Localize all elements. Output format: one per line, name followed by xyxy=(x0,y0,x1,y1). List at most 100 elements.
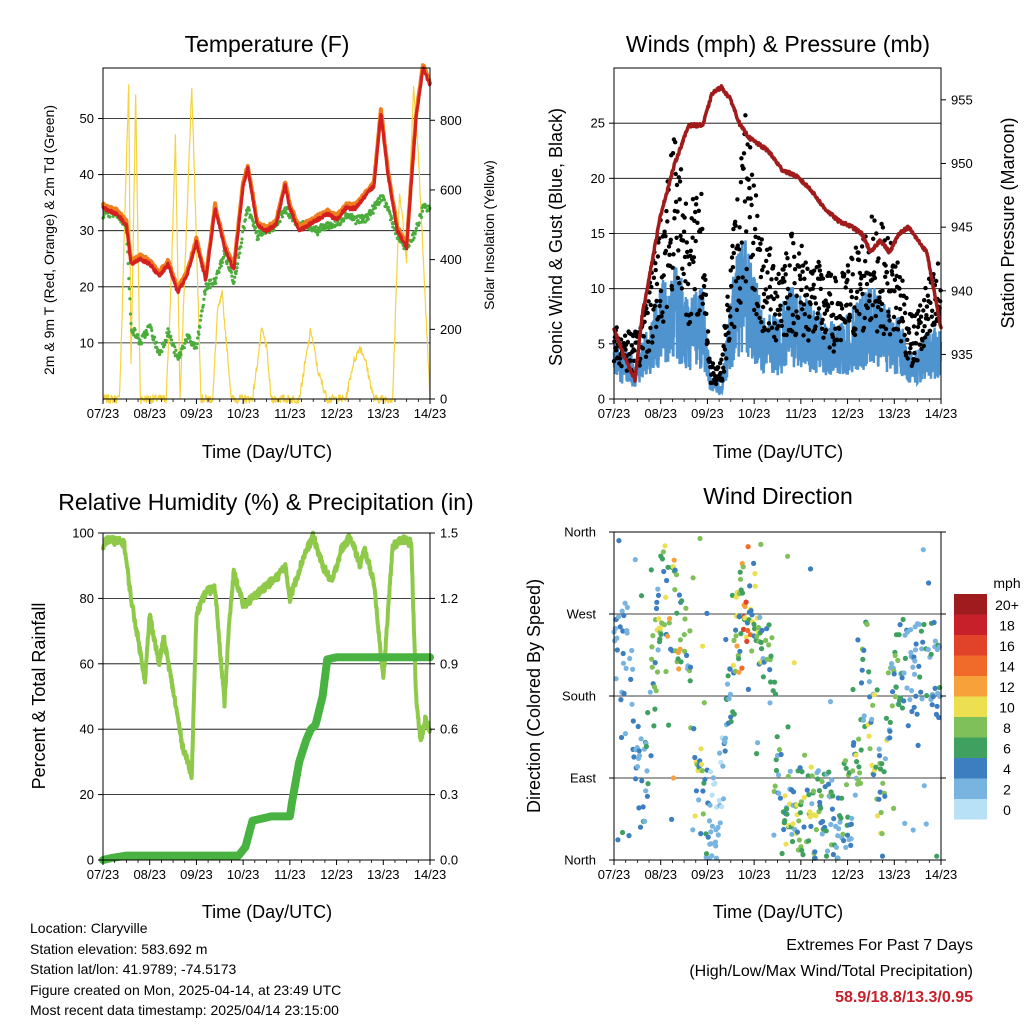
gust-point xyxy=(764,300,769,305)
direction-point xyxy=(644,793,651,799)
direction-point xyxy=(901,670,907,676)
gust-point xyxy=(852,305,857,310)
dewpoint-point xyxy=(316,233,320,237)
direction-point xyxy=(858,780,864,786)
direction-point xyxy=(860,656,866,663)
gust-point xyxy=(747,215,752,220)
dewpoint-point xyxy=(213,279,217,283)
gust-point xyxy=(916,308,921,314)
direction-point xyxy=(893,684,899,690)
gust-point xyxy=(912,350,917,356)
x-tick-label: 12/23 xyxy=(831,867,864,882)
gust-point xyxy=(751,183,756,188)
dewpoint-point xyxy=(261,232,265,236)
direction-point xyxy=(743,634,750,640)
gust-point xyxy=(790,312,795,318)
direction-point xyxy=(876,796,882,802)
dewpoint-point xyxy=(199,314,203,318)
direction-point xyxy=(808,764,814,770)
direction-point xyxy=(825,781,832,787)
y-tick-label: 20 xyxy=(591,171,605,186)
direction-point xyxy=(636,805,642,811)
dewpoint-point xyxy=(158,352,162,357)
winds-xlabel: Time (Day/UTC) xyxy=(713,442,843,462)
gust-point xyxy=(673,140,678,145)
direction-point xyxy=(838,815,844,821)
gust-point xyxy=(842,272,847,277)
x-tick-label: 08/23 xyxy=(644,867,677,882)
gust-point xyxy=(693,209,698,215)
direction-point xyxy=(728,719,734,725)
x-tick-label: 11/23 xyxy=(785,406,817,421)
direction-point xyxy=(777,795,784,801)
direction-point xyxy=(824,848,831,854)
winds-y-ticks-right: 935 940 945 950 955 xyxy=(941,92,973,362)
gust-point xyxy=(772,334,777,340)
gust-point xyxy=(882,238,887,243)
dewpoint-point xyxy=(288,216,292,220)
gust-point xyxy=(799,243,804,249)
gust-point xyxy=(767,252,772,258)
legend-label: 6 xyxy=(1003,741,1011,757)
direction-point xyxy=(654,599,660,605)
direction-point xyxy=(696,797,702,803)
direction-point xyxy=(624,630,630,636)
dewpoint-point xyxy=(197,332,201,336)
gust-point xyxy=(625,339,630,345)
gust-point xyxy=(930,308,935,313)
direction-point xyxy=(882,793,888,799)
gust-point xyxy=(802,276,807,281)
gust-point xyxy=(831,312,836,317)
gust-point xyxy=(798,276,803,282)
gust-point xyxy=(905,337,910,342)
gust-point xyxy=(737,225,742,230)
direction-point xyxy=(661,622,668,628)
direction-point xyxy=(804,787,810,793)
direction-point xyxy=(670,775,677,781)
recent-timestamp: Most recent data timestamp: 2025/04/14 2… xyxy=(30,1002,339,1018)
gust-point xyxy=(803,260,808,265)
gust-point xyxy=(748,145,753,150)
gust-point xyxy=(820,276,826,281)
dewpoint-point xyxy=(220,260,224,264)
legend-swatch xyxy=(954,655,987,676)
x-tick-label: 13/23 xyxy=(367,406,400,421)
gust-point xyxy=(811,268,817,273)
legend-label: 4 xyxy=(1003,761,1011,777)
direction-point xyxy=(816,788,823,794)
direction-point xyxy=(934,703,940,709)
direction-point xyxy=(920,547,926,553)
winds-ylabel-left: Sonic Wind & Gust (Blue, Black) xyxy=(546,108,566,366)
gust-point xyxy=(663,248,669,254)
direction-point xyxy=(798,799,805,805)
direction-point xyxy=(842,758,849,764)
direction-point xyxy=(653,688,659,694)
direction-point xyxy=(715,832,721,838)
dewpoint-point xyxy=(209,278,213,282)
gust-point xyxy=(751,240,756,246)
y-tick-label: 5 xyxy=(598,336,605,351)
y-tick-label: 15 xyxy=(591,226,605,241)
direction-point xyxy=(754,633,760,639)
direction-point xyxy=(717,820,723,826)
gust-point xyxy=(833,279,839,284)
direction-point xyxy=(843,765,849,771)
direction-point xyxy=(717,750,723,756)
gust-point xyxy=(875,329,880,334)
direction-point xyxy=(810,788,817,794)
dewpoint-point xyxy=(154,340,158,344)
direction-point xyxy=(619,608,625,614)
direction-point xyxy=(740,564,746,570)
x-tick-label: 11/23 xyxy=(785,867,817,882)
direction-point xyxy=(618,734,625,741)
dewpoint-point xyxy=(208,286,212,290)
gust-point xyxy=(853,326,858,332)
dewpoint-point xyxy=(174,348,178,352)
gust-point xyxy=(799,287,804,293)
gust-point xyxy=(871,270,877,275)
gust-point xyxy=(738,180,744,185)
direction-point xyxy=(622,600,628,606)
direction-point xyxy=(815,768,822,774)
gust-point xyxy=(929,314,934,319)
